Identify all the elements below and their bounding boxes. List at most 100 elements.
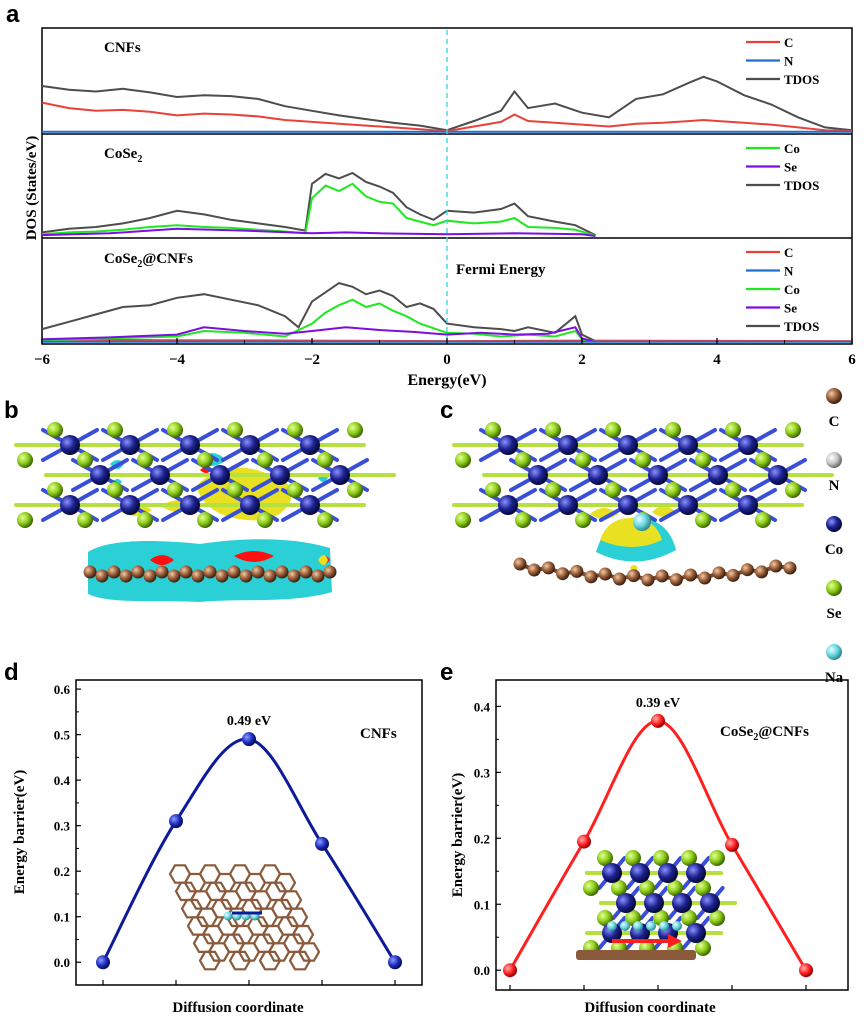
c-atom bbox=[239, 569, 253, 583]
panel-label-e: e bbox=[440, 659, 453, 686]
se-atom bbox=[665, 422, 681, 438]
se-atom bbox=[197, 512, 213, 528]
barrier-point bbox=[169, 814, 183, 829]
se-atom bbox=[287, 422, 303, 438]
co-atom bbox=[300, 435, 320, 455]
barrier-point bbox=[725, 837, 739, 852]
se-atom bbox=[575, 452, 591, 468]
y-tick-label: 0.4 bbox=[54, 773, 71, 788]
c-atom bbox=[698, 571, 712, 585]
barrier-point bbox=[242, 732, 256, 747]
barrier-title-e: CoSe2@CNFs bbox=[720, 724, 809, 743]
c-atom bbox=[131, 565, 145, 579]
na-atom bbox=[646, 921, 656, 931]
y-tick-label: 0.0 bbox=[54, 955, 70, 970]
c-atom bbox=[641, 573, 655, 587]
c-atom bbox=[119, 569, 133, 583]
co-atom bbox=[150, 465, 170, 485]
y-tick-label: 0.2 bbox=[54, 864, 70, 879]
dos-line-cose2-co bbox=[41, 182, 596, 237]
c-atom bbox=[612, 572, 626, 586]
co-atom bbox=[60, 435, 80, 455]
c-atom bbox=[655, 569, 669, 583]
se-atom bbox=[47, 422, 63, 438]
co-atom bbox=[678, 435, 698, 455]
c-atom bbox=[299, 565, 313, 579]
dos-x-tick-label: 0 bbox=[443, 352, 451, 368]
se-atom bbox=[227, 482, 243, 498]
c-atom bbox=[107, 565, 121, 579]
c-atom bbox=[191, 569, 205, 583]
co-atom bbox=[618, 495, 638, 515]
co-atom bbox=[498, 495, 518, 515]
dos-x-tick-label: 6 bbox=[848, 352, 856, 368]
y-tick-label: 0.4 bbox=[474, 699, 491, 714]
y-tick-label: 0.3 bbox=[54, 819, 71, 834]
se-atom bbox=[725, 482, 741, 498]
se-atom bbox=[681, 910, 697, 926]
legend-atom-co bbox=[826, 516, 842, 532]
legend-atom-c bbox=[826, 388, 842, 404]
c-atom bbox=[323, 565, 337, 579]
se-atom bbox=[725, 422, 741, 438]
se-atom bbox=[347, 422, 363, 438]
se-atom bbox=[257, 512, 273, 528]
carbon-sheet bbox=[576, 950, 696, 960]
se-atom bbox=[681, 850, 697, 866]
co-atom bbox=[678, 495, 698, 515]
barrier-point bbox=[96, 955, 110, 970]
se-atom bbox=[347, 482, 363, 498]
co-atom bbox=[708, 465, 728, 485]
se-atom bbox=[625, 850, 641, 866]
c-atom bbox=[143, 569, 157, 583]
y-tick-label: 0.6 bbox=[54, 682, 71, 697]
c-atom bbox=[783, 561, 797, 575]
legend-label-c: C bbox=[784, 245, 793, 260]
se-atom bbox=[257, 452, 273, 468]
cose2-cnf-inset bbox=[576, 850, 738, 960]
dos-x-tick-label: −4 bbox=[169, 352, 186, 368]
na-atom bbox=[633, 921, 643, 931]
co-atom bbox=[648, 465, 668, 485]
legend-atom-na bbox=[826, 644, 842, 660]
co-atom bbox=[120, 435, 140, 455]
y-tick-label: 0.2 bbox=[474, 831, 490, 846]
dos-subtitle-cose2: CoSe2 bbox=[104, 146, 142, 165]
c-atom bbox=[227, 565, 241, 579]
graphene-hexagon bbox=[198, 950, 222, 971]
co-atom bbox=[180, 435, 200, 455]
c-atom bbox=[684, 568, 698, 582]
legend-label-co: Co bbox=[784, 282, 800, 297]
co-atom bbox=[686, 863, 706, 883]
charge-density-structure-b bbox=[14, 422, 396, 602]
se-atom bbox=[317, 512, 333, 528]
co-atom bbox=[768, 465, 788, 485]
dos-subtitle-cose2-cnfs: CoSe2@CNFs bbox=[104, 251, 193, 270]
barrier-point bbox=[577, 834, 591, 849]
co-atom bbox=[240, 495, 260, 515]
legend-label-se: Se bbox=[784, 160, 797, 175]
y-tick-label: 0.1 bbox=[54, 910, 70, 925]
se-atom bbox=[785, 422, 801, 438]
dos-line-cose2-tdos bbox=[41, 171, 596, 236]
legend-atom-n bbox=[826, 452, 842, 468]
se-atom bbox=[485, 422, 501, 438]
c-atom bbox=[263, 569, 277, 583]
se-atom bbox=[17, 452, 33, 468]
se-atom bbox=[583, 880, 599, 896]
graphene-hexagon bbox=[258, 950, 282, 971]
barrier-chart-cose2-cnfs: Energy barrier(eV) Diffusion coordinate … bbox=[450, 679, 849, 1016]
c-atom bbox=[584, 570, 598, 584]
isosurface-red bbox=[150, 551, 330, 565]
legend-label-n: N bbox=[784, 54, 794, 69]
se-atom bbox=[545, 422, 561, 438]
barrier-x-label-d: Diffusion coordinate bbox=[172, 1000, 304, 1016]
se-atom bbox=[635, 452, 651, 468]
se-atom bbox=[695, 512, 711, 528]
c-atom bbox=[570, 564, 584, 578]
barrier-title-d: CNFs bbox=[360, 726, 397, 742]
y-tick-label: 0.5 bbox=[54, 728, 71, 743]
panel-label-c: c bbox=[440, 397, 453, 424]
se-atom bbox=[597, 850, 613, 866]
c-atom bbox=[251, 565, 265, 579]
